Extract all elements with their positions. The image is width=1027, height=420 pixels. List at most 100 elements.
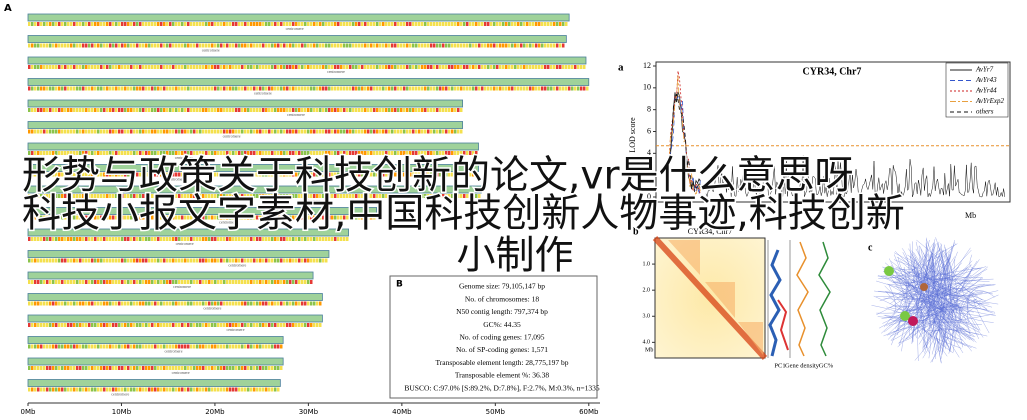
feature <box>259 65 262 69</box>
hic-panel: b CYR34, Chr7 PC1 Gene density GC% 1.02.03… <box>633 226 834 369</box>
feature <box>487 65 490 69</box>
feature <box>169 43 172 48</box>
feature <box>175 237 178 241</box>
feature <box>157 280 160 284</box>
feature <box>28 215 31 220</box>
feature <box>85 280 88 284</box>
feature <box>328 194 331 198</box>
feature <box>73 344 76 349</box>
feature-strip <box>28 366 283 370</box>
node <box>920 283 928 291</box>
feature <box>376 22 379 26</box>
feature <box>298 258 301 263</box>
feature <box>409 22 412 26</box>
feature <box>76 387 79 392</box>
feature <box>487 86 490 91</box>
feature <box>196 387 199 392</box>
feature <box>268 151 271 155</box>
legend-label: AvYrExp2 <box>975 97 1004 105</box>
feature <box>130 280 133 284</box>
feature <box>418 194 421 198</box>
feature <box>391 22 394 26</box>
feature <box>343 43 346 48</box>
feature <box>181 366 184 370</box>
feature <box>508 86 511 91</box>
feature <box>304 237 307 241</box>
feature <box>292 172 295 177</box>
feature-strip <box>28 65 586 69</box>
panel-label: A <box>4 3 12 14</box>
feature <box>292 301 295 306</box>
feature <box>109 86 112 91</box>
feature <box>379 129 382 134</box>
feature <box>85 387 88 392</box>
feature <box>31 323 34 327</box>
feature <box>67 215 70 220</box>
feature <box>82 194 85 198</box>
feature <box>208 151 211 155</box>
feature <box>280 108 283 112</box>
feature <box>367 86 370 91</box>
feature <box>64 344 67 349</box>
track-labels: PC1 Gene density GC% <box>774 362 833 369</box>
feature <box>583 86 586 91</box>
feature <box>247 86 250 91</box>
feature <box>403 22 406 26</box>
feature <box>418 43 421 48</box>
feature <box>526 22 529 26</box>
feature <box>373 86 376 91</box>
feature <box>310 108 313 112</box>
feature <box>424 129 427 134</box>
feature <box>46 344 49 349</box>
y-tick-label: 6 <box>647 126 651 135</box>
feature <box>103 151 106 155</box>
feature <box>388 151 391 155</box>
feature <box>310 22 313 26</box>
feature <box>250 344 253 349</box>
feature <box>304 108 307 112</box>
feature <box>166 301 169 306</box>
feature <box>91 323 94 327</box>
feature <box>175 258 178 263</box>
feature <box>289 215 292 220</box>
feature <box>199 387 202 392</box>
feature <box>193 280 196 284</box>
feature <box>163 172 166 177</box>
feature <box>46 43 49 48</box>
feature <box>241 108 244 112</box>
feature <box>91 65 94 69</box>
feature <box>442 151 445 155</box>
feature <box>346 43 349 48</box>
feature <box>313 323 316 327</box>
feature <box>37 22 40 26</box>
feature <box>61 344 64 349</box>
feature <box>199 86 202 91</box>
feature <box>406 86 409 91</box>
feature <box>199 108 202 112</box>
feature <box>142 86 145 91</box>
feature <box>67 65 70 69</box>
feature <box>103 215 106 220</box>
feature <box>184 237 187 241</box>
feature <box>394 151 397 155</box>
feature <box>403 172 406 177</box>
feature <box>250 366 253 370</box>
feature <box>292 280 295 284</box>
feature <box>175 151 178 155</box>
feature <box>457 86 460 91</box>
feature <box>247 43 250 48</box>
feature <box>376 194 379 198</box>
stat-line: No. of coding genes: 17,095 <box>460 333 545 342</box>
feature <box>472 151 475 155</box>
feature <box>268 86 271 91</box>
feature <box>118 301 121 306</box>
feature <box>373 129 376 134</box>
feature <box>79 151 82 155</box>
feature <box>169 22 172 26</box>
feature <box>268 22 271 26</box>
feature <box>313 65 316 69</box>
feature <box>229 129 232 134</box>
feature <box>370 129 373 134</box>
feature <box>250 258 253 263</box>
feature <box>304 22 307 26</box>
